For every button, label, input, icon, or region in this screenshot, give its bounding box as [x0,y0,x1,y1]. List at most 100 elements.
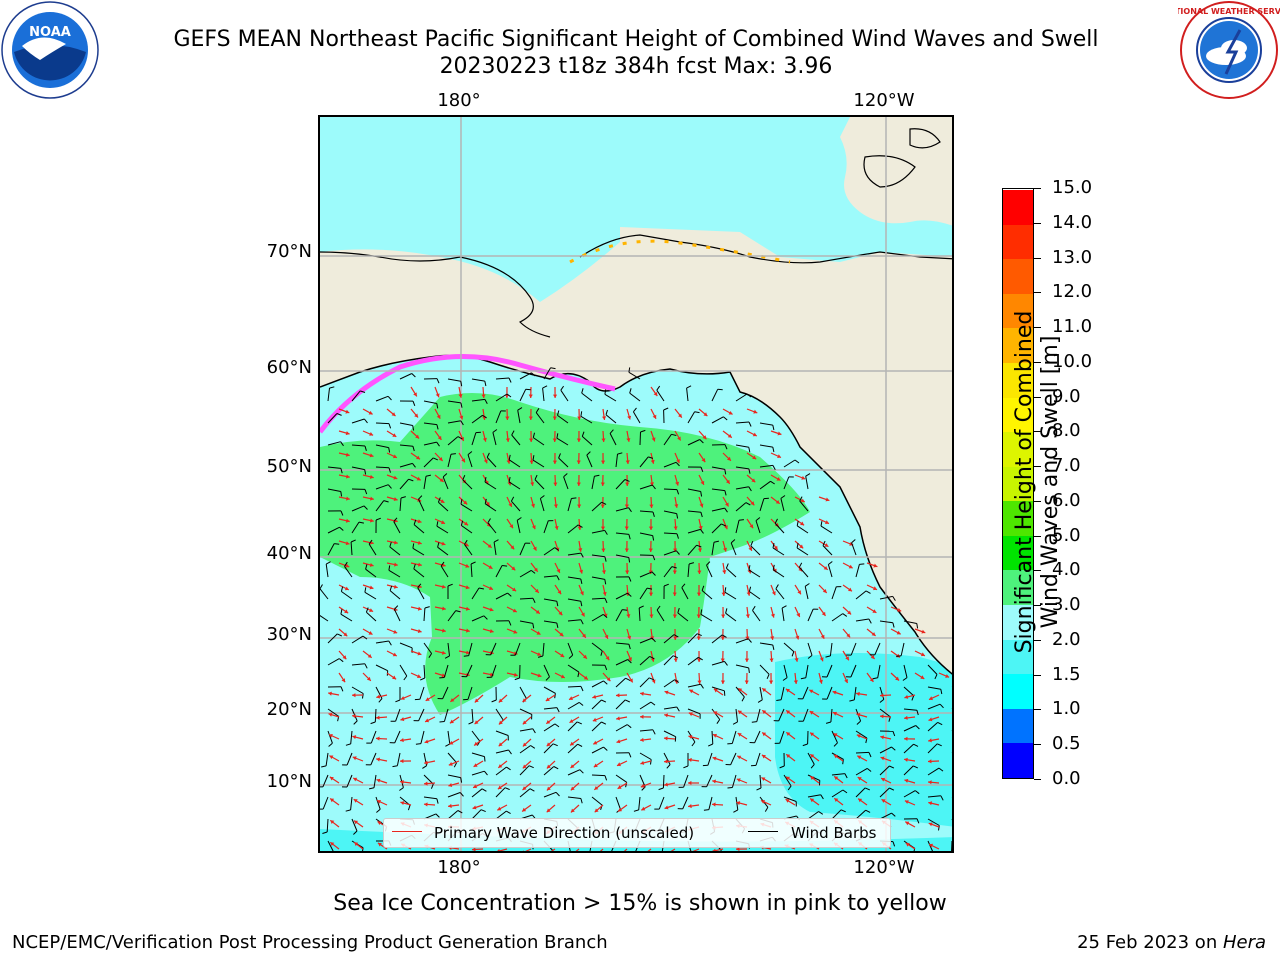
wave-arrow-head [798,567,803,572]
colorbar-tick-label: 1.5 [1052,663,1081,685]
wind-barb-flag [482,414,487,419]
wind-barb [701,590,713,600]
wave-arrow-head [546,786,551,791]
wind-barb-flag [748,468,751,474]
wind-barb [580,415,593,424]
colorbar-segment [1003,708,1033,744]
wind-barb-flag [628,507,632,513]
wave-arrow-head [485,501,490,506]
wave-arrow-head [848,564,853,569]
wind-barb-flag [756,787,762,791]
wind-barb-flag [506,766,511,771]
wind-barb-flag [766,674,770,680]
wave-arrow-head [724,525,728,530]
wind-barb-flag [601,721,607,725]
wind-barb [543,743,554,754]
wave-arrow-head [522,807,527,812]
wave-arrow-head [928,717,933,722]
wave-direction-arrow [647,848,652,851]
wind-barb [903,686,915,697]
wind-barb-flag [720,849,722,851]
wind-barb [853,686,857,700]
wind-barb-flag [364,587,367,593]
nws-logo: NATIONAL WEATHER SERVICE [1178,1,1280,99]
wind-barb [418,708,425,722]
wind-barb-flag [508,454,511,460]
wind-barb [748,569,761,578]
wind-barb [567,796,581,799]
wind-barb [399,373,413,380]
wave-arrow-head [377,842,382,847]
wind-barb-flag [647,587,653,590]
wave-arrow-head [799,544,804,549]
wind-barb-flag [916,623,919,629]
wind-barb [508,481,521,490]
wind-barb-flag [776,699,782,701]
wind-barb [855,730,868,739]
wind-barb-flag [462,475,466,480]
wind-barb-flag [633,407,637,413]
wave-arrow-head [576,438,581,442]
wave-arrow-head [744,680,749,684]
wave-arrow-head [651,679,656,684]
wind-barb-flag [916,710,919,716]
wave-arrow-head [713,711,718,715]
wave-arrow-head [678,413,682,418]
wave-arrow-head [400,717,405,722]
wind-barb [543,791,557,798]
wind-barb [663,461,677,468]
wave-arrow-head [417,606,422,611]
wind-barb [388,569,401,578]
wind-barb-flag [395,699,401,703]
wave-arrow-head [825,520,829,524]
wind-barb-flag [411,373,416,378]
wind-barb [557,414,569,424]
wave-arrow-head [726,479,730,484]
wind-barb [759,686,763,700]
wind-barb [774,523,785,534]
wave-arrow-head [673,658,678,662]
wave-arrow-head [531,503,535,508]
wave-arrow-head [895,676,900,681]
wave-arrow-head [640,714,644,719]
wind-barb-flag [757,699,763,703]
wave-arrow-head [796,613,801,617]
wind-barb [412,547,425,556]
wind-barb [370,730,377,744]
wind-barb-flag [633,809,639,812]
wind-barb-flag [554,723,560,728]
wind-barb-flag [603,746,608,751]
wind-barb [663,655,674,666]
wind-barb [927,743,938,754]
wind-barb [663,566,673,578]
wave-arrow-head [345,409,350,414]
wind-barb [466,664,473,678]
wind-barb [351,521,360,534]
wave-arrow-head [522,764,527,769]
wind-barb-flag [388,467,391,473]
wave-arrow-head [650,459,655,464]
wind-barb-flag [938,825,940,831]
wind-barb-flag [656,385,661,391]
noaa-logo: NOAA [1,1,99,99]
wind-barb-flag [889,765,895,769]
wave-arrow-head [820,634,825,639]
wind-barb [903,790,916,798]
wind-barb [663,752,671,765]
wind-barb [851,542,857,556]
wind-barb [628,371,641,380]
wind-barb-flag [383,500,389,503]
wind-barb [519,686,527,699]
wind-barb-flag [563,473,568,478]
wind-barb [543,520,549,534]
wind-barb-flag [460,499,463,505]
wave-arrow-head [673,636,678,640]
wind-barb-flag [675,550,680,555]
wind-barb-flag [510,496,515,502]
wind-barb [735,664,749,669]
wind-barb [399,497,402,512]
wind-barb-flag [507,592,512,597]
wind-barb [419,686,425,700]
wave-arrow-head [653,392,658,396]
wave-arrow-head [536,631,541,635]
